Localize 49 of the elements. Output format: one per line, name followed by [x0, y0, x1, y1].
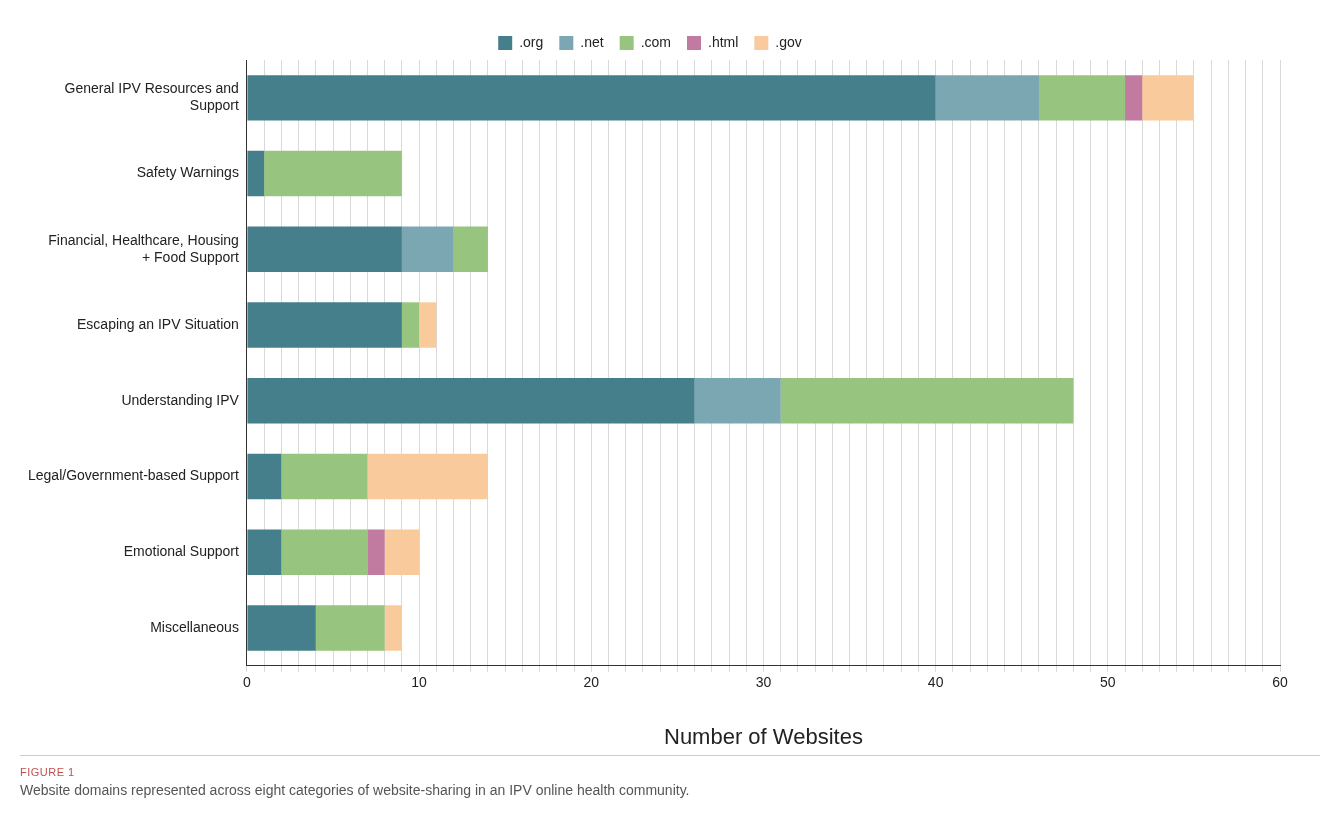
bar [281, 453, 368, 500]
bar [384, 605, 402, 651]
bar [935, 75, 1039, 121]
x-axis-title: Number of Websites [664, 723, 863, 749]
bar [264, 150, 402, 197]
legend-label: .com [640, 33, 672, 50]
bar [247, 150, 265, 197]
text: Website domains represented across eight categories of website-sharing in an IPV online health community. [20, 782, 691, 798]
y-tick-label: Safety Warnings [136, 164, 239, 181]
bar [247, 378, 695, 424]
caption: FIGURE 1 [20, 766, 76, 778]
bar [419, 302, 437, 348]
bar [281, 529, 368, 575]
x-tick-label: 50 [1100, 674, 1116, 691]
x-tick-label: 10 [411, 674, 428, 691]
bar [1038, 75, 1126, 121]
bar [247, 605, 316, 651]
x-tick-label: 20 [583, 674, 600, 691]
x-tick-label: 30 [755, 674, 772, 691]
bar [780, 378, 1074, 424]
x-tick-label: 60 [1272, 674, 1288, 691]
bar [694, 378, 781, 424]
bar [367, 453, 488, 500]
bar [247, 453, 282, 500]
y-tick-label: Emotional Support [123, 543, 240, 560]
legend-label: .org [519, 33, 544, 50]
y-tick-label: Miscellaneous [150, 618, 239, 635]
y-tick-label: Understanding IPV [121, 391, 240, 408]
bar [1125, 75, 1143, 121]
bar [384, 529, 420, 575]
y-tick-label: Financial, Healthcare, Housing + Food Support [48, 231, 240, 265]
x-tick-label: 40 [927, 674, 944, 691]
legend-label: .gov [775, 33, 802, 50]
x-tick-label: 0 [243, 674, 252, 691]
y-tick-label: Legal/Government-based Support [27, 467, 240, 484]
y-tick-label: Escaping an IPV Situation [77, 315, 239, 332]
bar [401, 226, 454, 273]
bar [247, 529, 282, 575]
bar [247, 226, 402, 273]
bar [247, 302, 402, 348]
legend-label: .net [580, 33, 604, 50]
bar [1142, 75, 1194, 121]
legend-label: .html [708, 33, 739, 50]
bar [453, 226, 488, 273]
bar [247, 75, 936, 121]
bar [315, 605, 385, 651]
y-tick-label: General IPV Resources and Support [64, 80, 240, 114]
bar [401, 302, 420, 348]
bar [367, 529, 385, 575]
